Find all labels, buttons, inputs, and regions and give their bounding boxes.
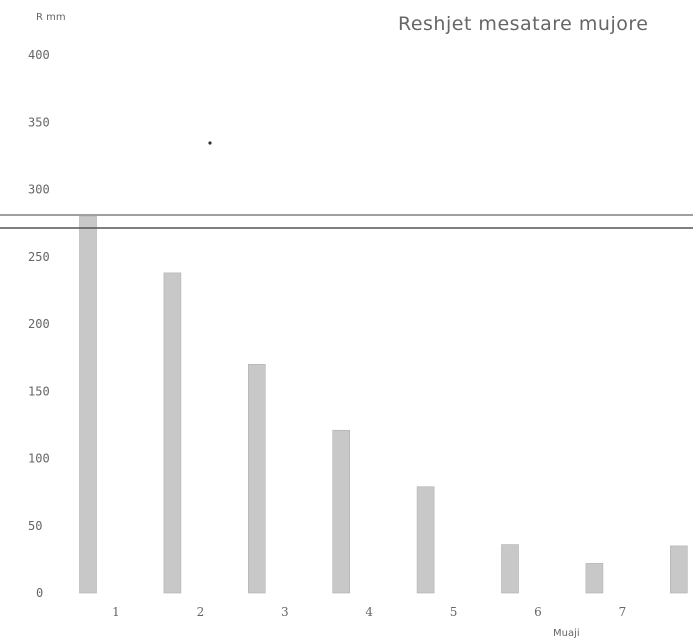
y-tick-label: 300 — [28, 183, 50, 197]
y-tick-label: 350 — [28, 115, 50, 129]
y-tick-label: 0 — [36, 586, 43, 600]
y-tick-label: 50 — [28, 519, 42, 533]
x-tick-label: 5 — [450, 605, 458, 619]
x-tick-label: 2 — [197, 605, 205, 619]
bar — [332, 429, 351, 594]
bars — [79, 216, 688, 594]
x-tick-label: 7 — [619, 605, 627, 619]
y-axis-label: R mm — [36, 12, 66, 23]
bar — [79, 216, 97, 594]
bar — [669, 545, 688, 594]
y-tick-label: 400 — [28, 48, 50, 62]
y-tick-label: 100 — [28, 452, 50, 466]
x-tick-label: 1 — [112, 605, 120, 619]
x-tick-label: 4 — [365, 605, 373, 619]
bar — [163, 272, 182, 594]
x-tick-label: 3 — [281, 605, 289, 619]
chart-title: Reshjet mesatare mujore — [398, 13, 648, 35]
y-tick-label: 250 — [28, 250, 50, 264]
x-axis-label: Muaji — [553, 628, 580, 639]
x-tick-label: 6 — [534, 605, 542, 619]
speck-dot — [208, 141, 212, 145]
bar — [501, 544, 519, 594]
y-axis-ticks: 0 50 100 150 200 250 300 350 400 — [28, 48, 50, 600]
bar — [585, 563, 604, 594]
bar — [416, 486, 435, 594]
y-tick-label: 150 — [28, 384, 50, 398]
x-axis-ticks: 12345678 — [112, 605, 627, 619]
y-tick-label: 200 — [28, 317, 50, 331]
bar — [248, 364, 266, 594]
